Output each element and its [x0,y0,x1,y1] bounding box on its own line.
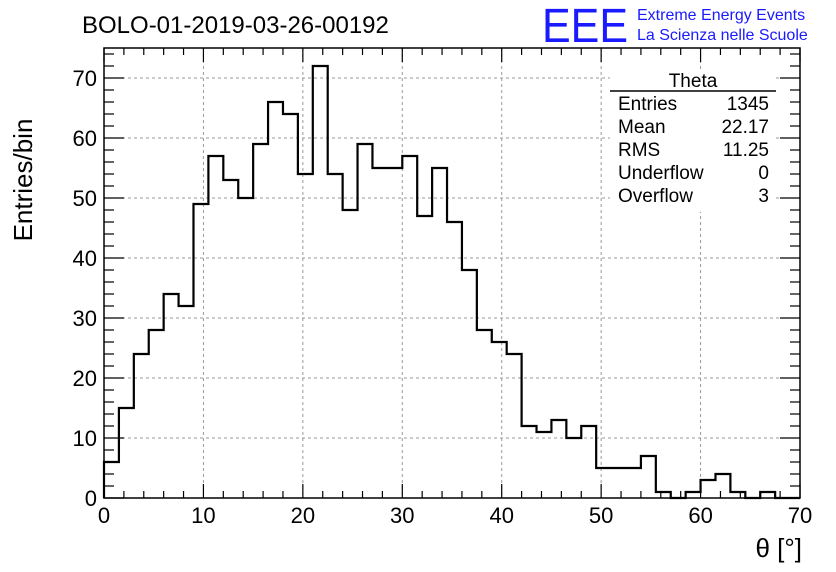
y-tick-label: 30 [73,306,97,331]
x-axis-label: θ [°] [755,533,802,563]
y-tick-label: 20 [73,366,97,391]
logo-line2: La Scienza nelle Scuole [637,27,808,44]
stats-row-label: Overflow [618,186,693,207]
stats-row-value: 11.25 [723,140,769,161]
logo-line1: Extreme Energy Events [637,7,805,24]
stats-box: Theta Entries 1345 Mean 22.17 RMS 11.25 Underf… [610,71,776,212]
y-tick-label: 40 [73,246,97,271]
y-tick-label: 70 [73,66,97,91]
x-tick-label: 70 [788,503,812,528]
stats-rows: Entries 1345 Mean 22.17 RMS 11.25 Underflow 0 Ov… [618,94,769,207]
logo-mark: EEE [542,0,628,53]
chart-title: BOLO-01-2019-03-26-00192 [82,12,389,39]
stats-title: Theta [669,71,718,92]
y-tick-label: 0 [85,486,97,511]
eee-logo: EEE Extreme Energy Events La Scienza nel… [542,0,808,53]
x-tick-label: 10 [191,503,215,528]
y-tick-label: 10 [73,426,97,451]
stats-row-value: 3 [758,186,769,207]
axis-ticks [103,48,801,499]
stats-row-value: 1345 [727,94,769,115]
stats-row-label: Mean [618,117,666,138]
stats-row-value: 0 [758,163,769,184]
stats-row-label: Entries [618,94,677,115]
x-tick-label: 0 [98,503,110,528]
stats-row-value: 22.17 [721,117,769,138]
stats-box-background [610,72,776,212]
plot-frame [103,47,801,499]
y-tick-labels: 0 10 20 30 40 50 60 70 [73,66,97,511]
stats-row-label: Underflow [618,163,704,184]
x-tick-label: 40 [489,503,513,528]
x-tick-label: 50 [589,503,613,528]
y-tick-label: 60 [73,126,97,151]
y-axis-label: Entries/bin [8,119,38,242]
y-tick-label: 50 [73,186,97,211]
x-tick-label: 60 [688,503,712,528]
stats-row-label: RMS [618,140,660,161]
x-tick-label: 30 [390,503,414,528]
x-tick-labels: 0 10 20 30 40 50 60 70 [98,503,812,528]
x-tick-label: 20 [291,503,315,528]
